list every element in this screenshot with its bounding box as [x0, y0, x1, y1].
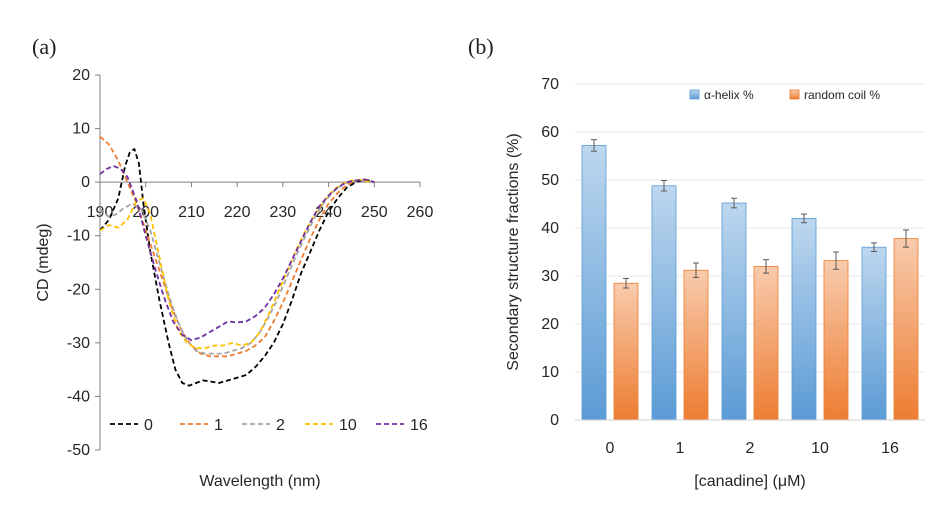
- bar-helix-16: [861, 246, 887, 421]
- y-tick-label: 50: [541, 172, 559, 189]
- x-tick-label: 2: [746, 440, 755, 457]
- x-tick-label: 16: [881, 440, 899, 457]
- x-tick-label: 230: [270, 204, 297, 221]
- legend-swatch-coil: [789, 89, 800, 100]
- y-tick-label: -20: [67, 281, 90, 298]
- bar-coil-1: [683, 269, 709, 421]
- legend-label: random coil %: [804, 88, 880, 102]
- legend-label: 0: [144, 417, 153, 434]
- legend-label: α-helix %: [704, 88, 754, 102]
- bar-helix-1: [651, 185, 677, 421]
- legend-label: 10: [339, 417, 357, 434]
- y-tick-label: 10: [541, 364, 559, 381]
- x-tick-label: 0: [606, 440, 615, 457]
- bar-helix-10: [791, 217, 817, 421]
- x-tick-label: 260: [407, 204, 434, 221]
- x-tick-label: 1: [676, 440, 685, 457]
- y-tick-label: 30: [541, 268, 559, 285]
- x-axis-title: Wavelength (nm): [199, 473, 320, 490]
- y-tick-label: -30: [67, 335, 90, 352]
- y-tick-label: 0: [550, 412, 559, 429]
- legend-swatch-helix: [689, 89, 700, 100]
- y-tick-label: 40: [541, 220, 559, 237]
- legend-label: 2: [276, 417, 285, 434]
- y-tick-label: 0: [81, 174, 90, 191]
- bar-helix-2: [721, 202, 747, 421]
- y-tick-label: 70: [541, 76, 559, 93]
- secondary-structure-chart: 0 10 20 30 40 50 60 70 0 1 2 10 16 α-helix % random c…: [505, 76, 925, 490]
- y-tick-label: 10: [72, 121, 90, 138]
- bar-coil-2: [753, 265, 779, 421]
- bar-helix-0: [581, 145, 607, 421]
- y-tick-label: -10: [67, 228, 90, 245]
- bar-coil-16: [893, 238, 919, 421]
- y-tick-label: 60: [541, 124, 559, 141]
- legend-label: 16: [410, 417, 428, 434]
- panel-b-label: (b): [468, 34, 494, 59]
- y-tick-label: 20: [72, 67, 90, 84]
- legend-label: 1: [214, 417, 223, 434]
- series-line-16: [99, 165, 375, 342]
- x-tick-label: 210: [178, 204, 205, 221]
- y-tick-label: -50: [67, 442, 90, 459]
- series-line-2: [99, 179, 370, 355]
- y-axis-title: CD (mdeg): [35, 223, 52, 301]
- x-tick-label: 10: [811, 440, 829, 457]
- x-tick-label: 220: [224, 204, 251, 221]
- bar-coil-0: [613, 282, 639, 421]
- series-line-1: [99, 135, 375, 358]
- bar-coil-10: [823, 260, 849, 421]
- series-line-0: [99, 148, 375, 387]
- x-tick-label: 240: [315, 204, 342, 221]
- y-tick-label: 20: [541, 316, 559, 333]
- x-axis-title: [canadine] (μM): [694, 473, 805, 490]
- y-tick-label: -40: [67, 388, 90, 405]
- panel-a-label: (a): [32, 34, 56, 59]
- y-axis-title: Secondary structure fractions (%): [505, 133, 522, 370]
- x-tick-label: 250: [361, 204, 388, 221]
